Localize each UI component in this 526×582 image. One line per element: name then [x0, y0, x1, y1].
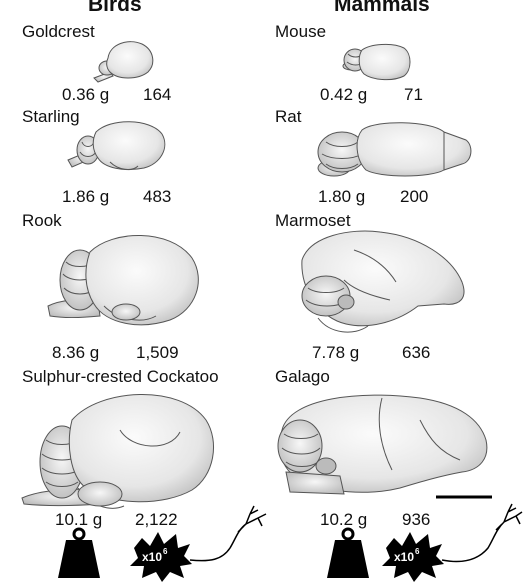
- neuron-count-mouse: 71: [404, 85, 423, 104]
- rook-brain: [47, 235, 199, 326]
- species-label-mouse: Mouse: [275, 22, 327, 41]
- galago-brain: [277, 394, 488, 495]
- neuron-count-cockatoo: 2,122: [135, 510, 178, 529]
- birds-column-title: Birds: [88, 0, 142, 16]
- neuron-count-marmoset: 636: [402, 343, 431, 362]
- brain-mass-rook: 8.36 g: [52, 343, 100, 362]
- brain-mass-mouse: 0.42 g: [320, 85, 368, 104]
- brain-mass-cockatoo: 10.1 g: [55, 510, 103, 529]
- neuron-count-goldcrest: 164: [143, 85, 172, 104]
- cockatoo-brain: [21, 394, 214, 509]
- weight-icon: [327, 527, 369, 578]
- species-label-marmoset: Marmoset: [275, 211, 351, 230]
- rat-brain: [317, 122, 472, 177]
- weight-icon: [58, 527, 100, 578]
- neuron-count-starling: 483: [143, 187, 172, 206]
- species-label-goldcrest: Goldcrest: [22, 22, 95, 41]
- brain-mass-rat: 1.80 g: [318, 187, 366, 206]
- neuron-multiplier-exponent: 6: [163, 547, 168, 556]
- neuron-multiplier-label: x10: [142, 550, 162, 564]
- species-label-rook: Rook: [22, 211, 62, 230]
- neuron-count-galago: 936: [402, 510, 431, 529]
- species-label-cockatoo: Sulphur-crested Cockatoo: [22, 367, 219, 386]
- starling-brain: [67, 121, 166, 171]
- neuron-multiplier-label: x10: [394, 550, 414, 564]
- goldcrest-brain: [93, 41, 154, 83]
- mouse-brain: [342, 43, 411, 81]
- species-label-rat: Rat: [275, 107, 302, 126]
- neuron-icon: [130, 505, 267, 582]
- neuron-icon: [382, 503, 523, 582]
- mammals-column-title: Mammals: [334, 0, 430, 16]
- brain-mass-galago: 10.2 g: [320, 510, 368, 529]
- species-label-galago: Galago: [275, 367, 330, 386]
- brain-mass-marmoset: 7.78 g: [312, 343, 360, 362]
- brain-mass-goldcrest: 0.36 g: [62, 85, 110, 104]
- neuron-count-rook: 1,509: [136, 343, 179, 362]
- marmoset-brain: [301, 230, 465, 333]
- brain-mass-starling: 1.86 g: [62, 187, 110, 206]
- species-label-starling: Starling: [22, 107, 80, 126]
- neuron-multiplier-exponent: 6: [415, 547, 420, 556]
- neuron-count-rat: 200: [400, 187, 429, 206]
